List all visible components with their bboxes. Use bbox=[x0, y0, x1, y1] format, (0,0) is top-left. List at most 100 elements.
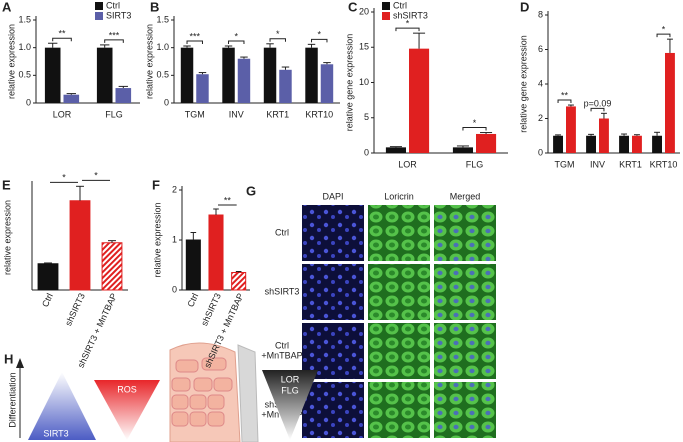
error-bar bbox=[183, 45, 191, 48]
y-tick-label: 4 bbox=[538, 78, 543, 88]
bar bbox=[409, 48, 430, 153]
error-bar bbox=[190, 232, 197, 240]
bar bbox=[566, 106, 576, 153]
bar bbox=[305, 47, 318, 103]
legend-label: Ctrl bbox=[393, 0, 407, 10]
error-bar bbox=[224, 45, 233, 48]
legend-swatch bbox=[95, 2, 103, 10]
micrograph bbox=[368, 205, 430, 261]
significance-bracket bbox=[52, 37, 72, 42]
x-tick-label: TGM bbox=[185, 109, 205, 119]
panel-letter: H bbox=[4, 351, 13, 366]
y-tick-label: 1 bbox=[172, 234, 177, 244]
error-bar bbox=[48, 42, 58, 48]
y-tick-label: 15 bbox=[359, 42, 369, 52]
bar bbox=[231, 272, 247, 291]
error-bar bbox=[654, 131, 661, 136]
y-tick-label: 0 bbox=[26, 97, 31, 107]
bar bbox=[196, 74, 209, 103]
x-tick-label: shSIRT3 bbox=[199, 292, 223, 328]
label: LOR bbox=[281, 374, 300, 384]
micrograph bbox=[302, 205, 364, 261]
error-bar bbox=[108, 240, 116, 243]
error-bar bbox=[307, 43, 316, 48]
column-header: Merged bbox=[450, 191, 481, 201]
error-bar bbox=[118, 85, 128, 89]
panel-letter: C bbox=[348, 0, 358, 14]
panel-letter: F bbox=[152, 177, 160, 192]
x-tick-label: KRT10 bbox=[650, 159, 678, 169]
bar bbox=[652, 135, 662, 153]
y-axis-label: relative gene expression bbox=[344, 34, 354, 132]
x-tick-label: INV bbox=[229, 109, 244, 119]
y-axis-label: relative expression bbox=[6, 24, 16, 99]
significance-label: ** bbox=[561, 90, 569, 100]
y-tick-label: 1.0 bbox=[18, 42, 31, 52]
y-tick-label: 5 bbox=[364, 112, 369, 122]
legend-swatch bbox=[382, 2, 390, 10]
error-bar bbox=[588, 133, 595, 136]
bar bbox=[180, 47, 194, 103]
bar bbox=[115, 88, 132, 103]
bar bbox=[101, 242, 123, 291]
significance-bracket bbox=[186, 40, 203, 45]
micrograph bbox=[368, 323, 430, 379]
significance-label: * bbox=[317, 30, 321, 40]
significance-label: * bbox=[94, 171, 98, 181]
error-bar bbox=[633, 134, 640, 136]
error-bar bbox=[600, 112, 607, 119]
y-tick-label: 1.0 bbox=[156, 42, 169, 52]
legend-label: shSIRT3 bbox=[393, 10, 428, 20]
y-tick-label: 2 bbox=[172, 184, 177, 194]
significance-label: * bbox=[276, 29, 280, 39]
error-bar bbox=[213, 208, 219, 215]
row-label: Ctrl bbox=[275, 227, 289, 237]
error-bar bbox=[44, 262, 52, 264]
micrograph bbox=[302, 264, 364, 320]
panel-letter: A bbox=[2, 0, 12, 14]
error-bar bbox=[235, 271, 242, 273]
x-tick-label: LOR bbox=[398, 159, 417, 169]
micrograph bbox=[368, 382, 430, 438]
error-bar bbox=[240, 56, 248, 59]
x-tick-label: LOR bbox=[53, 109, 72, 119]
error-bar bbox=[100, 44, 110, 48]
x-tick-label: TGM bbox=[555, 159, 575, 169]
y-axis-label: relative expression bbox=[2, 200, 12, 275]
y-tick-label: 6 bbox=[538, 44, 543, 54]
legend-label: SIRT3 bbox=[106, 10, 131, 20]
error-bar bbox=[66, 93, 76, 95]
label: FLG bbox=[281, 385, 299, 395]
bar bbox=[476, 133, 497, 153]
column-header: Loricrin bbox=[384, 191, 414, 201]
x-tick-label: Ctrl bbox=[185, 292, 200, 309]
x-tick-label: FLG bbox=[466, 159, 484, 169]
significance-label: * bbox=[62, 173, 66, 183]
panel-letter: G bbox=[246, 183, 256, 198]
significance-bracket bbox=[462, 127, 487, 131]
column-header: DAPI bbox=[322, 191, 343, 201]
axis-label: Differentiation bbox=[7, 372, 17, 427]
bar bbox=[385, 147, 406, 153]
error-bar bbox=[480, 132, 493, 134]
significance-label: * bbox=[234, 31, 238, 41]
micrograph bbox=[302, 323, 364, 379]
y-tick-label: 0 bbox=[538, 147, 543, 157]
arrow-head bbox=[16, 358, 24, 368]
marker-triangle bbox=[262, 370, 318, 440]
y-tick-label: 0 bbox=[364, 147, 369, 157]
significance-bracket bbox=[557, 99, 572, 104]
legend-swatch bbox=[382, 12, 390, 20]
x-tick-label: Ctrl bbox=[40, 292, 55, 309]
x-tick-label: KRT1 bbox=[619, 159, 642, 169]
panel-letter: B bbox=[150, 0, 159, 14]
significance-bracket bbox=[228, 40, 245, 45]
bar bbox=[586, 135, 596, 153]
ros-triangle bbox=[94, 380, 160, 440]
panel-letter: D bbox=[520, 0, 529, 14]
significance-label: * bbox=[473, 118, 477, 128]
y-tick-label: 0.5 bbox=[156, 70, 169, 80]
y-axis-label: relative gene expression bbox=[518, 35, 528, 133]
y-tick-label: 1.5 bbox=[156, 14, 169, 24]
micrograph bbox=[302, 382, 364, 438]
